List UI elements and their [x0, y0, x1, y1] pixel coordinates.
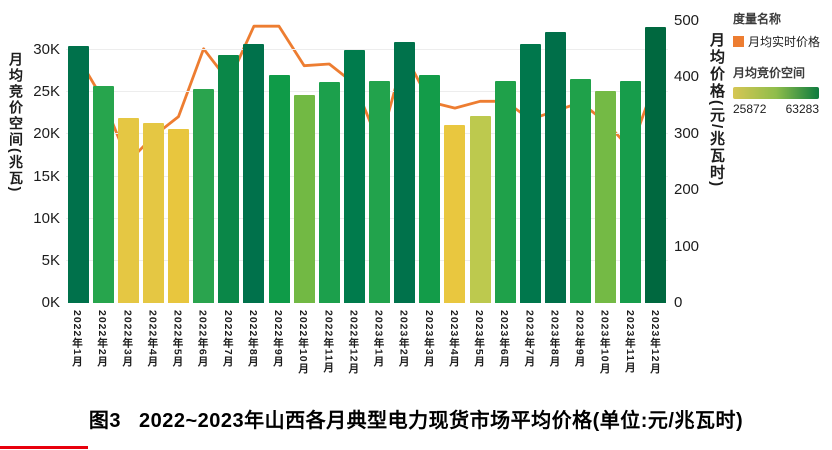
bar	[67, 45, 89, 303]
bar	[92, 85, 114, 303]
bar	[243, 44, 265, 303]
bar	[218, 55, 240, 303]
figure-caption: 图3 2022~2023年山西各月典型电力现货市场平均价格(单位:元/兆瓦时)	[0, 404, 832, 433]
x-tick-label: 2023年7月	[523, 310, 536, 368]
y-tick-label-right: 200	[674, 181, 700, 198]
x-tick-label: 2023年2月	[397, 310, 410, 368]
bar	[318, 82, 340, 303]
bar	[293, 94, 315, 303]
y-tick-label-right: 100	[674, 237, 700, 255]
x-tick-label: 2022年5月	[171, 310, 184, 368]
color-gradient-scale	[733, 87, 819, 99]
x-tick-label: 2023年5月	[473, 310, 486, 368]
bar	[343, 50, 365, 303]
grid-line	[66, 49, 668, 51]
bar	[620, 81, 642, 303]
bar	[369, 81, 391, 303]
y-tick-label-left: 15K	[33, 167, 60, 185]
x-tick-label: 2022年4月	[146, 310, 159, 368]
bar	[168, 128, 190, 303]
y-tick-label-right: 400	[674, 68, 700, 85]
y-tick-label-left: 10K	[33, 209, 60, 227]
x-tick-label: 2022年12月	[347, 310, 360, 375]
x-tick-label: 2023年3月	[422, 310, 435, 368]
bar	[394, 41, 416, 303]
legend-line-label: 月均实时价格	[748, 35, 821, 49]
grid-line	[66, 259, 668, 261]
bar	[268, 74, 290, 303]
gradient-max: 63283	[785, 102, 819, 116]
x-tick-label: 2022年7月	[221, 310, 234, 368]
bar	[519, 44, 541, 303]
y-tick-label-left: 30K	[33, 41, 60, 59]
grid-line	[66, 175, 668, 177]
x-tick-label: 2022年10月	[297, 310, 310, 375]
x-tick-label: 2023年1月	[372, 310, 385, 368]
figure-caption-text: 2022~2023年山西各月典型电力现货市场平均价格(单位:元/兆瓦时)	[138, 410, 744, 432]
y-tick-label-right: 0	[674, 294, 683, 311]
x-tick-label: 2023年4月	[447, 310, 460, 368]
right-axis-title: 月均价格(元/兆瓦时)	[708, 32, 725, 189]
legend-item-line: 月均实时价格	[733, 33, 829, 50]
grid-line	[66, 91, 668, 93]
x-tick-label: 2022年1月	[71, 310, 83, 368]
x-tick-label: 2022年11月	[322, 310, 335, 374]
x-tick-label: 2023年12月	[648, 310, 661, 375]
bar	[469, 115, 491, 303]
bar	[645, 26, 667, 303]
y-tick-label-right: 500	[674, 11, 700, 29]
legend: 度量名称 月均实时价格 月均竞价空间 25872 63283	[733, 10, 829, 116]
left-axis-title: 月均竞价空间(兆瓦)	[8, 52, 24, 194]
x-tick-label: 2022年3月	[121, 310, 134, 368]
y-tick-label-right: 300	[674, 124, 700, 142]
plot-area	[66, 18, 668, 303]
bar	[595, 91, 617, 303]
x-tick-label: 2022年6月	[196, 310, 209, 368]
line-series-swatch-icon	[733, 36, 744, 47]
grid-line	[66, 133, 668, 135]
bar	[570, 78, 592, 303]
bar	[193, 88, 215, 303]
x-tick-label: 2023年9月	[573, 310, 586, 368]
y-tick-label-left: 20K	[33, 125, 60, 143]
x-tick-label: 2023年11月	[623, 310, 636, 374]
gradient-min: 25872	[733, 102, 767, 116]
legend-title: 度量名称	[733, 12, 782, 26]
figure-number: 图3	[88, 410, 121, 432]
x-tick-label: 2023年8月	[548, 310, 561, 368]
y-tick-label-left: 5K	[41, 251, 60, 269]
x-tick-label: 2022年2月	[96, 310, 109, 368]
grid-line	[66, 217, 668, 219]
x-tick-label: 2022年9月	[272, 310, 285, 368]
x-tick-label: 2022年8月	[246, 310, 259, 368]
page-rule	[0, 446, 88, 449]
bar	[142, 123, 164, 303]
bar	[444, 125, 466, 303]
x-tick-label: 2023年10月	[598, 310, 611, 375]
bar	[419, 74, 441, 303]
bar	[117, 117, 139, 303]
gradient-range: 25872 63283	[733, 102, 819, 116]
bar	[544, 31, 566, 303]
x-tick-label: 2023年6月	[498, 310, 511, 368]
legend-bar-label: 月均竞价空间	[733, 66, 806, 80]
bar	[494, 81, 516, 303]
y-tick-label-left: 25K	[33, 83, 60, 101]
y-tick-label-left: 0K	[41, 294, 60, 311]
